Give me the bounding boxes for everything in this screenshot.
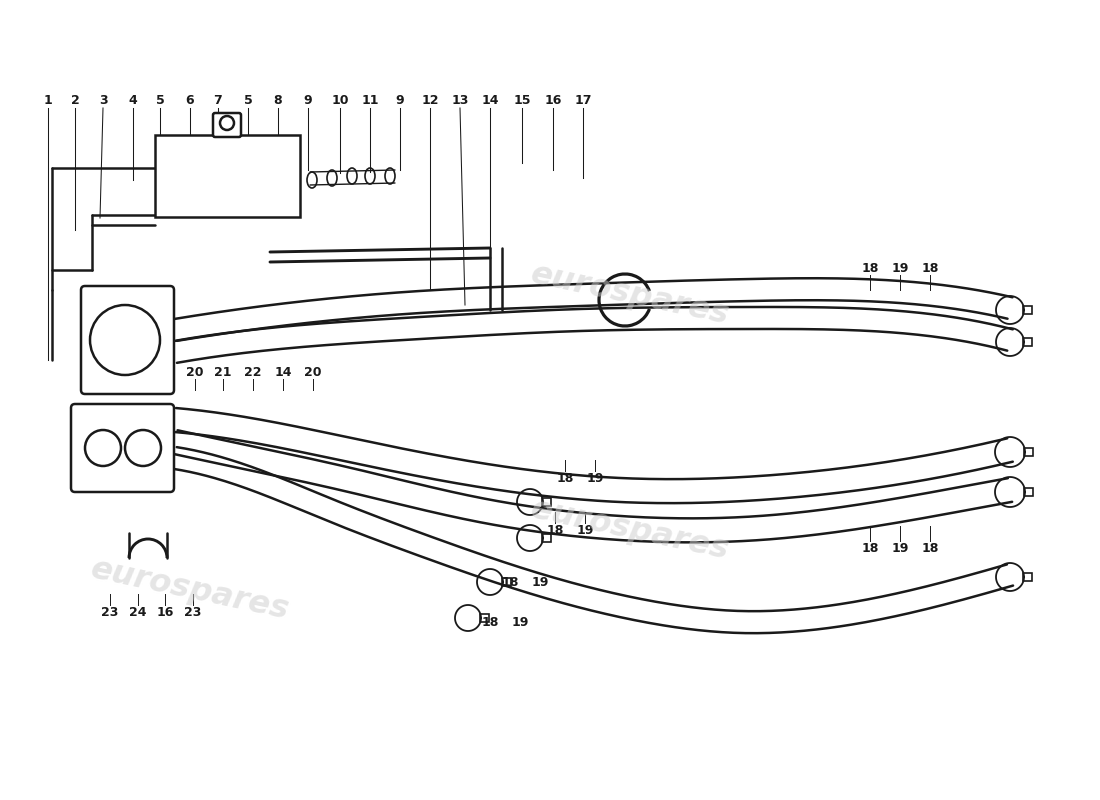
Text: 9: 9 (304, 94, 312, 106)
Text: eurospares: eurospares (528, 494, 733, 566)
Text: 4: 4 (129, 94, 138, 106)
Text: 18: 18 (482, 615, 498, 629)
Bar (542, 498, 551, 506)
Text: eurospares: eurospares (528, 259, 733, 331)
Text: 20: 20 (305, 366, 321, 378)
Bar (1023, 338, 1032, 346)
Text: 6: 6 (186, 94, 195, 106)
Text: 23: 23 (101, 606, 119, 618)
Text: 5: 5 (243, 94, 252, 106)
Text: 18: 18 (922, 262, 938, 274)
Text: 22: 22 (244, 366, 262, 378)
Text: 13: 13 (451, 94, 469, 106)
Bar (1023, 573, 1032, 581)
Text: 7: 7 (213, 94, 222, 106)
Text: 18: 18 (502, 575, 519, 589)
Text: 17: 17 (574, 94, 592, 106)
Text: 20: 20 (186, 366, 204, 378)
Text: 19: 19 (586, 471, 604, 485)
FancyBboxPatch shape (72, 404, 174, 492)
Text: 18: 18 (547, 523, 563, 537)
Text: 19: 19 (891, 262, 909, 274)
Text: 14: 14 (274, 366, 292, 378)
Text: 3: 3 (99, 94, 108, 106)
Bar (502, 578, 512, 586)
FancyBboxPatch shape (213, 113, 241, 137)
Text: 18: 18 (557, 471, 574, 485)
Text: 14: 14 (482, 94, 498, 106)
Text: 18: 18 (922, 542, 938, 554)
Bar (480, 614, 490, 622)
Text: 19: 19 (512, 615, 529, 629)
Text: 2: 2 (70, 94, 79, 106)
Text: 21: 21 (214, 366, 232, 378)
Text: 9: 9 (396, 94, 405, 106)
Bar (1024, 448, 1033, 456)
Text: 23: 23 (185, 606, 201, 618)
Bar (1023, 306, 1032, 314)
Text: 19: 19 (531, 575, 549, 589)
Text: 10: 10 (331, 94, 349, 106)
Text: 19: 19 (891, 542, 909, 554)
Text: 1: 1 (44, 94, 53, 106)
Text: 19: 19 (576, 523, 594, 537)
Text: 18: 18 (861, 542, 879, 554)
Text: 16: 16 (544, 94, 562, 106)
FancyBboxPatch shape (81, 286, 174, 394)
Bar (1024, 488, 1033, 496)
Text: 11: 11 (361, 94, 378, 106)
Text: 15: 15 (514, 94, 530, 106)
Text: 18: 18 (861, 262, 879, 274)
Text: 8: 8 (274, 94, 283, 106)
Bar (542, 534, 551, 542)
Text: 24: 24 (130, 606, 146, 618)
Text: 16: 16 (156, 606, 174, 618)
Text: eurospares: eurospares (88, 554, 293, 626)
FancyBboxPatch shape (155, 135, 300, 217)
Text: 12: 12 (421, 94, 439, 106)
Text: 5: 5 (155, 94, 164, 106)
